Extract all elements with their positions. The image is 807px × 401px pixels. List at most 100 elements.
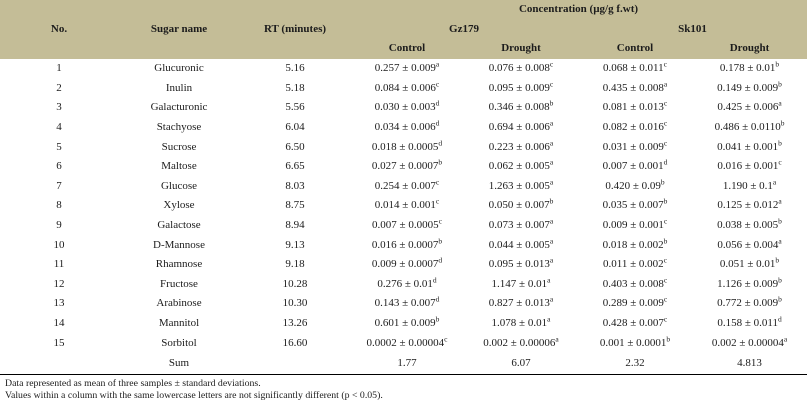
cell-no: 11 xyxy=(53,258,65,271)
value: 0.082 ± 0.016 xyxy=(602,120,664,133)
cell-rt: 10.30 xyxy=(282,297,308,310)
significance-letter: b xyxy=(778,216,782,226)
value: 0.095 ± 0.013 xyxy=(488,258,550,271)
significance-letter: b xyxy=(778,294,782,304)
value: 0.016 ± 0.0007 xyxy=(371,238,439,251)
significance-letter: b xyxy=(666,333,671,343)
significance-letter: c xyxy=(778,157,782,167)
table-row: 8 Xylose 8.75 0.014 ± 0.001c 0.050 ± 0.0… xyxy=(0,196,807,216)
value: 0.223 ± 0.006 xyxy=(488,140,550,153)
significance-letter: b xyxy=(549,196,554,206)
cell-gz179-drought: 1.263 ± 0.005a xyxy=(464,177,578,197)
footnote-line-2: Values within a column with the same low… xyxy=(5,389,383,401)
sum-row: Sum 1.77 6.07 2.32 4.813 xyxy=(0,353,807,376)
cell-sk101-drought: 0.125 ± 0.012a xyxy=(692,196,807,216)
significance-letter: a xyxy=(549,294,554,304)
cell-sk101-drought: 0.051 ± 0.01b xyxy=(692,255,807,275)
significance-letter: b xyxy=(778,275,782,285)
cell-sk101-control: 0.068 ± 0.011c xyxy=(578,59,692,79)
cell-sk101-drought: 0.486 ± 0.0110b xyxy=(692,118,807,138)
cell-no: 6 xyxy=(56,160,62,173)
cell-sk101-control: 0.428 ± 0.007c xyxy=(578,314,692,334)
value: 0.011 ± 0.002 xyxy=(603,258,664,271)
value: 0.035 ± 0.007 xyxy=(602,199,664,212)
significance-letter: a xyxy=(549,235,554,245)
cell-sk101-drought: 0.002 ± 0.00004a xyxy=(692,334,807,354)
value: 0.0002 ± 0.00004 xyxy=(366,336,445,349)
significance-letter: c xyxy=(663,137,668,147)
cell-sk101-drought: 0.158 ± 0.011d xyxy=(692,314,807,334)
col-group-gz179: Gz179 xyxy=(350,19,578,40)
cell-no: 12 xyxy=(53,277,65,290)
col-header-gz179-drought: Drought xyxy=(464,39,578,60)
cell-rt: 8.75 xyxy=(285,199,305,212)
significance-letter: b xyxy=(778,79,782,89)
significance-letter: d xyxy=(777,314,782,324)
cell-no: 2 xyxy=(56,81,62,94)
cell-gz179-control: 0.084 ± 0.006c xyxy=(350,79,464,99)
value: 0.002 ± 0.00004 xyxy=(711,336,784,349)
significance-letter: a xyxy=(555,333,559,343)
cell-sugar-name: Mannitol xyxy=(158,316,200,329)
significance-letter: c xyxy=(444,333,448,343)
cell-sk101-drought: 0.038 ± 0.005b xyxy=(692,216,807,236)
cell-gz179-control: 0.257 ± 0.009a xyxy=(350,59,464,79)
significance-letter: d xyxy=(438,137,443,147)
cell-sk101-drought: 0.149 ± 0.009b xyxy=(692,79,807,99)
significance-letter: a xyxy=(549,255,554,265)
significance-letter: b xyxy=(549,98,554,108)
table-row: 14 Mannitol 13.26 0.601 ± 0.009b 1.078 ±… xyxy=(0,314,807,334)
cell-sk101-drought: 0.056 ± 0.004a xyxy=(692,236,807,256)
cell-gz179-drought: 0.223 ± 0.006a xyxy=(464,138,578,158)
significance-letter: b xyxy=(778,137,782,147)
value: 0.056 ± 0.004 xyxy=(717,238,779,251)
cell-sk101-drought: 1.190 ± 0.1a xyxy=(692,177,807,197)
cell-rt: 6.50 xyxy=(285,140,305,153)
col-header-rt: RT (minutes) xyxy=(240,19,350,40)
cell-gz179-drought: 0.095 ± 0.009c xyxy=(464,79,578,99)
table-row: 10 D-Mannose 9.13 0.016 ± 0.0007b 0.044 … xyxy=(0,236,807,256)
significance-letter: c xyxy=(663,314,668,324)
value: 0.073 ± 0.007 xyxy=(488,218,550,231)
value: 0.125 ± 0.012 xyxy=(717,199,779,212)
value: 0.044 ± 0.005 xyxy=(488,238,550,251)
value: 0.081 ± 0.013 xyxy=(602,101,664,114)
cell-rt: 13.26 xyxy=(282,316,308,329)
significance-letter: b xyxy=(663,235,668,245)
cell-gz179-drought: 0.002 ± 0.00006a xyxy=(464,334,578,354)
table-row: 6 Maltose 6.65 0.027 ± 0.0007b 0.062 ± 0… xyxy=(0,157,807,177)
value: 0.002 ± 0.00006 xyxy=(483,336,556,349)
cell-sk101-control: 0.018 ± 0.002b xyxy=(578,236,692,256)
header-row-groups: No. Sugar name RT (minutes) Gz179 Sk101 xyxy=(0,19,807,40)
value: 1.147 ± 0.01 xyxy=(491,277,548,290)
cell-rt: 9.13 xyxy=(285,238,305,251)
significance-letter: c xyxy=(663,59,667,69)
value: 0.027 ± 0.0007 xyxy=(371,160,439,173)
header-row-subcolumns: Control Drought Control Drought xyxy=(0,39,807,60)
significance-letter: a xyxy=(778,196,782,206)
cell-gz179-control: 0.009 ± 0.0007d xyxy=(350,255,464,275)
cell-rt: 5.56 xyxy=(285,101,305,114)
cell-sugar-name: Fructose xyxy=(160,277,198,290)
significance-letter: c xyxy=(549,59,554,69)
col-group-sk101: Sk101 xyxy=(578,19,807,40)
table-header: Concentration (µg/g f.wt) No. Sugar name… xyxy=(0,0,807,60)
significance-letter: c xyxy=(663,118,668,128)
value: 0.425 ± 0.006 xyxy=(717,101,779,114)
cell-gz179-control: 0.014 ± 0.001c xyxy=(350,196,464,216)
cell-sk101-control: 0.035 ± 0.007b xyxy=(578,196,692,216)
cell-rt: 5.18 xyxy=(285,81,305,94)
significance-letter: d xyxy=(432,275,437,285)
value: 0.601 ± 0.009 xyxy=(374,316,436,329)
value: 0.428 ± 0.007 xyxy=(602,316,664,329)
cell-sk101-control: 0.011 ± 0.002c xyxy=(578,255,692,275)
value: 0.016 ± 0.001 xyxy=(717,160,779,173)
table-row: 5 Sucrose 6.50 0.018 ± 0.0005d 0.223 ± 0… xyxy=(0,138,807,158)
cell-sugar-name: Arabinose xyxy=(156,297,202,310)
cell-gz179-control: 0.034 ± 0.006d xyxy=(350,118,464,138)
cell-no: 15 xyxy=(53,336,65,349)
significance-letter: c xyxy=(663,216,668,226)
significance-letter: b xyxy=(775,59,780,69)
cell-no: 3 xyxy=(56,101,62,114)
cell-sk101-control: 0.403 ± 0.008c xyxy=(578,275,692,295)
